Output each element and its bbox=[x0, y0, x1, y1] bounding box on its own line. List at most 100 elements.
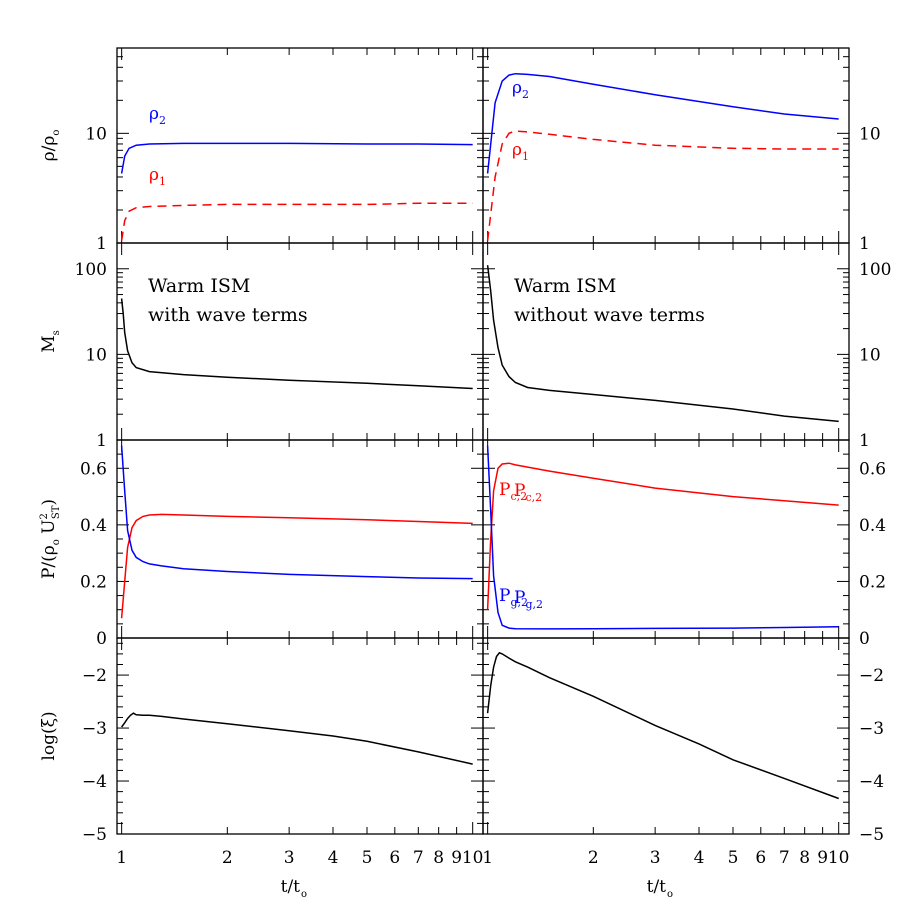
svg-text:t/t: t/t bbox=[281, 877, 301, 897]
x-tick-label: 1 bbox=[482, 848, 493, 868]
annotation-text: with wave terms bbox=[148, 304, 308, 326]
series-label: Pc,2 bbox=[514, 481, 542, 504]
y-ticks: −5 −4 −3 −2 bbox=[483, 642, 884, 845]
series-line bbox=[120, 298, 473, 390]
x-axis-label-right: t/t o bbox=[647, 877, 673, 900]
y-tick-label: 100 bbox=[75, 260, 107, 280]
series-line bbox=[486, 72, 839, 174]
y-tick-label: 0 bbox=[859, 629, 870, 649]
x-ticks bbox=[121, 243, 474, 440]
series-label: ρ1 bbox=[149, 165, 166, 188]
y-tick-label: 10 bbox=[859, 345, 881, 365]
series-line bbox=[120, 513, 473, 619]
y-ticks: 0 0.2 0.4 0.6 bbox=[483, 439, 886, 649]
y-tick-label: −2 bbox=[859, 666, 884, 686]
x-tick-label: 2 bbox=[222, 848, 233, 868]
x-tick-label: 7 bbox=[413, 848, 424, 868]
y-tick-label: −3 bbox=[859, 719, 884, 739]
panel-frame bbox=[116, 242, 484, 441]
x-tick-label: 2 bbox=[588, 848, 599, 868]
x-tick-label: 6 bbox=[389, 848, 400, 868]
y-tick-label: 10 bbox=[85, 345, 107, 365]
x-tick-label: 4 bbox=[694, 848, 705, 868]
series-label: Pg,2 bbox=[514, 588, 543, 611]
annotation-text: Warm ISM bbox=[514, 275, 616, 297]
y-tick-label: 0.2 bbox=[859, 572, 886, 592]
series-line bbox=[486, 462, 839, 610]
y-tick-label: −5 bbox=[82, 825, 107, 845]
y-tick-label: −5 bbox=[859, 825, 884, 845]
x-tick-label: 8 bbox=[433, 848, 444, 868]
panel-xi-without-wave: 1 2 3 4 5 6 7 8 9 10 −5 −4 −3 −2 bbox=[482, 637, 884, 868]
panel-mach-with-wave: 1 10 100 Warm ISM with wave terms Ms bbox=[39, 242, 484, 451]
y-tick-label: 0.2 bbox=[80, 572, 107, 592]
panel-mach-without-wave: 1 10 100 Warm ISM without wave terms bbox=[482, 242, 891, 451]
y-tick-label: 10 bbox=[85, 124, 107, 144]
panel-frame bbox=[482, 637, 850, 835]
panel-frame bbox=[116, 637, 484, 835]
y-axis-label: ρ/ρo bbox=[39, 130, 62, 162]
svg-text:t/t: t/t bbox=[647, 877, 667, 897]
x-tick-label: 5 bbox=[728, 848, 739, 868]
series-line bbox=[486, 130, 839, 241]
x-tick-label: 10 bbox=[462, 848, 484, 868]
series-line bbox=[486, 651, 839, 800]
x-tick-label: 3 bbox=[284, 848, 295, 868]
panel-rho-with-wave: 1 10 ρ2 ρ1 ρ/ρo bbox=[39, 47, 484, 254]
svg-text:o: o bbox=[667, 889, 673, 900]
y-tick-label: 0.4 bbox=[80, 516, 107, 536]
y-tick-label: −4 bbox=[859, 772, 884, 792]
series-label: ρ2 bbox=[512, 78, 529, 101]
y-tick-label: 1 bbox=[96, 431, 107, 451]
x-tick-label: 1 bbox=[116, 848, 127, 868]
panel-frame bbox=[482, 242, 850, 441]
panel-frame bbox=[116, 47, 484, 244]
y-tick-label: 100 bbox=[859, 260, 891, 280]
panel-xi-with-wave: 1 2 3 4 5 6 7 8 9 10 −5 −4 −3 −2 log(ξ) bbox=[39, 637, 484, 868]
x-tick-label: 9 bbox=[817, 848, 828, 868]
x-tick-label: 3 bbox=[650, 848, 661, 868]
x-axis-label-left: t/t o bbox=[281, 877, 307, 900]
panel-rho-without-wave: 1 10 ρ2 ρ1 bbox=[482, 47, 881, 254]
y-tick-label: 0.4 bbox=[859, 516, 886, 536]
x-tick-label: 5 bbox=[362, 848, 373, 868]
series-label: ρ1 bbox=[512, 140, 529, 163]
x-tick-label: 9 bbox=[451, 848, 462, 868]
x-ticks bbox=[487, 48, 840, 243]
y-tick-label: 10 bbox=[859, 124, 881, 144]
y-tick-label: −3 bbox=[82, 719, 107, 739]
x-tick-label: 6 bbox=[755, 848, 766, 868]
y-axis-label: log(ξ) bbox=[39, 711, 59, 760]
y-tick-label: 0.6 bbox=[80, 459, 107, 479]
y-axis-label: P/(ρo U2ST) bbox=[39, 499, 62, 579]
series-line bbox=[486, 445, 839, 630]
y-tick-label: 0.6 bbox=[859, 459, 886, 479]
panel-frame bbox=[116, 439, 484, 639]
series-line bbox=[120, 712, 473, 765]
x-ticks: 1 2 3 4 5 6 7 8 9 10 bbox=[116, 638, 484, 868]
annotation-text: Warm ISM bbox=[148, 275, 250, 297]
y-tick-label: −4 bbox=[82, 772, 107, 792]
x-ticks: 1 2 3 4 5 6 7 8 9 10 bbox=[482, 638, 850, 868]
y-ticks: 1 10 bbox=[483, 47, 881, 254]
y-ticks: 1 10 100 bbox=[483, 242, 891, 451]
y-ticks: 1 10 bbox=[85, 47, 483, 254]
x-tick-label: 4 bbox=[328, 848, 339, 868]
y-tick-label: 1 bbox=[859, 431, 870, 451]
y-tick-label: 1 bbox=[859, 234, 870, 254]
y-tick-label: 1 bbox=[96, 234, 107, 254]
x-tick-label: 8 bbox=[799, 848, 810, 868]
y-tick-label: −2 bbox=[82, 666, 107, 686]
y-axis-label: Ms bbox=[39, 330, 62, 353]
y-ticks: 0 0.2 0.4 0.6 bbox=[80, 439, 483, 649]
panel-pressure-with-wave: 00.20.40.6Pc,2Pg,2P/(ρo U2ST) bbox=[39, 439, 528, 649]
annotation-text: without wave terms bbox=[514, 304, 705, 326]
x-tick-label: 7 bbox=[779, 848, 790, 868]
x-tick-label: 10 bbox=[828, 848, 850, 868]
panel-frame bbox=[482, 47, 850, 244]
svg-text:o: o bbox=[301, 889, 307, 900]
panel-pressure-without-wave: 0 0.2 0.4 0.6 Pc,2 Pg,2 bbox=[482, 439, 886, 649]
series-line bbox=[120, 142, 473, 174]
x-ticks bbox=[121, 48, 474, 243]
